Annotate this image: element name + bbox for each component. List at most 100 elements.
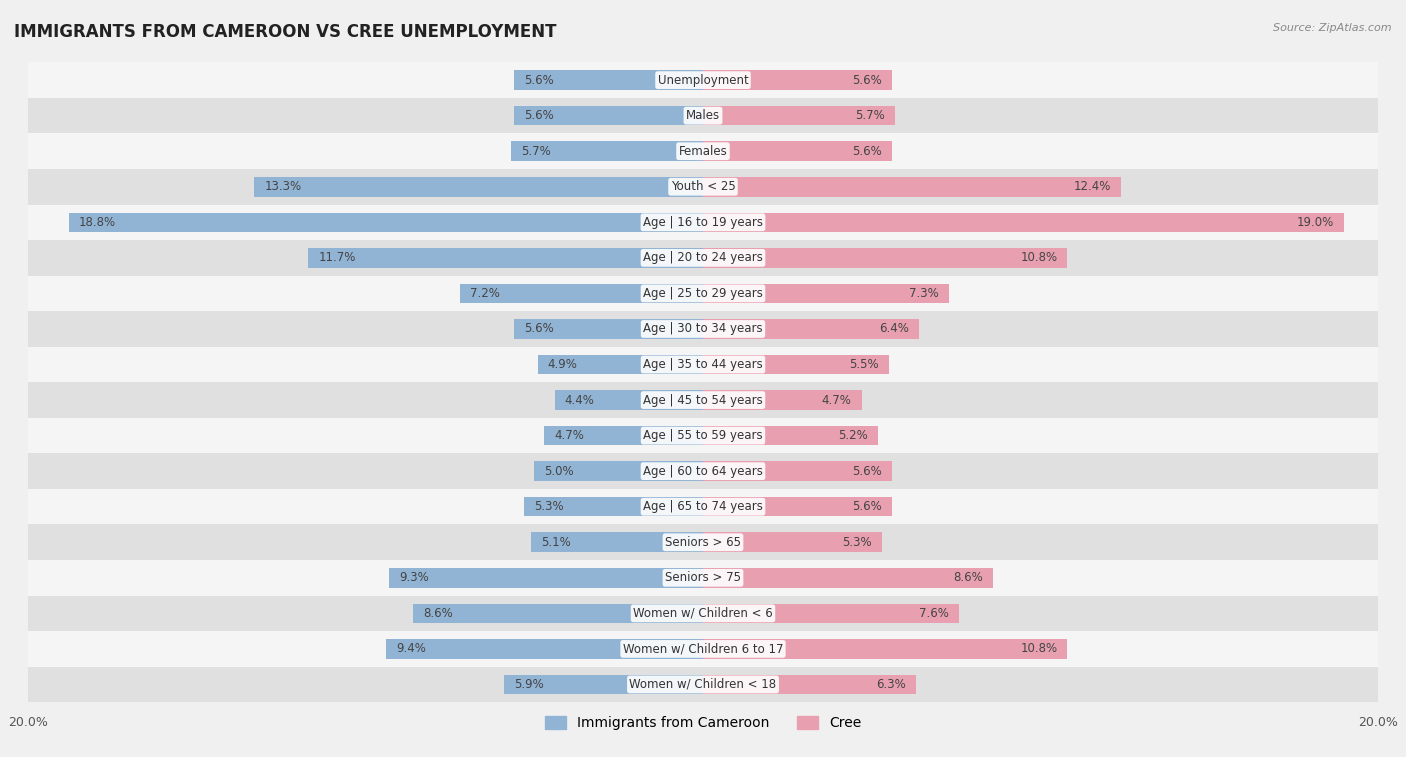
Text: 9.4%: 9.4% [396, 643, 426, 656]
Text: Age | 25 to 29 years: Age | 25 to 29 years [643, 287, 763, 300]
Text: Seniors > 75: Seniors > 75 [665, 572, 741, 584]
Text: 8.6%: 8.6% [423, 607, 453, 620]
Text: 7.2%: 7.2% [470, 287, 501, 300]
Bar [537, 355, 703, 374]
Bar [510, 142, 703, 161]
Text: 4.4%: 4.4% [565, 394, 595, 407]
Bar [544, 426, 703, 445]
Text: 5.9%: 5.9% [515, 678, 544, 691]
Text: 5.1%: 5.1% [541, 536, 571, 549]
Bar [534, 461, 703, 481]
Bar [515, 319, 703, 338]
Text: 5.3%: 5.3% [534, 500, 564, 513]
Text: 5.6%: 5.6% [852, 465, 882, 478]
Bar [69, 213, 703, 232]
Bar [703, 426, 879, 445]
Text: 12.4%: 12.4% [1074, 180, 1111, 193]
Text: 10.8%: 10.8% [1021, 251, 1057, 264]
Text: 5.6%: 5.6% [852, 73, 882, 86]
Text: Age | 45 to 54 years: Age | 45 to 54 years [643, 394, 763, 407]
Text: 8.6%: 8.6% [953, 572, 983, 584]
Bar [703, 284, 949, 304]
Text: 7.3%: 7.3% [910, 287, 939, 300]
Text: Women w/ Children < 18: Women w/ Children < 18 [630, 678, 776, 691]
Bar [28, 596, 1378, 631]
Text: 5.6%: 5.6% [524, 322, 554, 335]
Bar [703, 532, 882, 552]
Text: Age | 35 to 44 years: Age | 35 to 44 years [643, 358, 763, 371]
Text: 5.6%: 5.6% [852, 500, 882, 513]
Bar [703, 142, 891, 161]
Bar [703, 568, 993, 587]
Text: Women w/ Children < 6: Women w/ Children < 6 [633, 607, 773, 620]
Bar [28, 347, 1378, 382]
Bar [703, 603, 959, 623]
Bar [703, 461, 891, 481]
Text: Age | 55 to 59 years: Age | 55 to 59 years [643, 429, 763, 442]
Bar [503, 674, 703, 694]
Text: 5.2%: 5.2% [838, 429, 869, 442]
Text: 5.6%: 5.6% [524, 73, 554, 86]
Bar [413, 603, 703, 623]
Bar [703, 639, 1067, 659]
Bar [28, 667, 1378, 702]
Text: 19.0%: 19.0% [1296, 216, 1334, 229]
Bar [703, 355, 889, 374]
Text: Age | 60 to 64 years: Age | 60 to 64 years [643, 465, 763, 478]
Bar [703, 391, 862, 410]
Bar [28, 560, 1378, 596]
Text: 18.8%: 18.8% [79, 216, 115, 229]
Bar [28, 133, 1378, 169]
Bar [28, 489, 1378, 525]
Text: Age | 16 to 19 years: Age | 16 to 19 years [643, 216, 763, 229]
Text: IMMIGRANTS FROM CAMEROON VS CREE UNEMPLOYMENT: IMMIGRANTS FROM CAMEROON VS CREE UNEMPLO… [14, 23, 557, 41]
Bar [554, 391, 703, 410]
Bar [28, 453, 1378, 489]
Text: 4.9%: 4.9% [548, 358, 578, 371]
Text: Age | 30 to 34 years: Age | 30 to 34 years [643, 322, 763, 335]
Bar [703, 213, 1344, 232]
Text: 9.3%: 9.3% [399, 572, 429, 584]
Bar [703, 177, 1122, 197]
Bar [515, 70, 703, 90]
Bar [28, 204, 1378, 240]
Text: 4.7%: 4.7% [554, 429, 585, 442]
Text: Youth < 25: Youth < 25 [671, 180, 735, 193]
Bar [703, 106, 896, 126]
Bar [531, 532, 703, 552]
Bar [28, 418, 1378, 453]
Bar [703, 319, 920, 338]
Bar [703, 497, 891, 516]
Text: Age | 65 to 74 years: Age | 65 to 74 years [643, 500, 763, 513]
Text: 5.7%: 5.7% [855, 109, 886, 122]
Text: 5.0%: 5.0% [544, 465, 574, 478]
Text: 11.7%: 11.7% [318, 251, 356, 264]
Bar [460, 284, 703, 304]
Text: 5.6%: 5.6% [852, 145, 882, 157]
Bar [28, 240, 1378, 276]
Bar [28, 631, 1378, 667]
Bar [254, 177, 703, 197]
Text: 10.8%: 10.8% [1021, 643, 1057, 656]
Bar [28, 525, 1378, 560]
Bar [28, 62, 1378, 98]
Text: Age | 20 to 24 years: Age | 20 to 24 years [643, 251, 763, 264]
Text: 6.3%: 6.3% [876, 678, 905, 691]
Text: Source: ZipAtlas.com: Source: ZipAtlas.com [1274, 23, 1392, 33]
Bar [524, 497, 703, 516]
Bar [28, 382, 1378, 418]
Bar [703, 248, 1067, 268]
Text: Seniors > 65: Seniors > 65 [665, 536, 741, 549]
Text: Males: Males [686, 109, 720, 122]
Text: 13.3%: 13.3% [264, 180, 301, 193]
Text: Women w/ Children 6 to 17: Women w/ Children 6 to 17 [623, 643, 783, 656]
Bar [385, 639, 703, 659]
Legend: Immigrants from Cameroon, Cree: Immigrants from Cameroon, Cree [540, 711, 866, 736]
Text: 4.7%: 4.7% [821, 394, 852, 407]
Bar [28, 311, 1378, 347]
Bar [28, 276, 1378, 311]
Bar [28, 98, 1378, 133]
Text: 5.6%: 5.6% [524, 109, 554, 122]
Text: Females: Females [679, 145, 727, 157]
Text: Unemployment: Unemployment [658, 73, 748, 86]
